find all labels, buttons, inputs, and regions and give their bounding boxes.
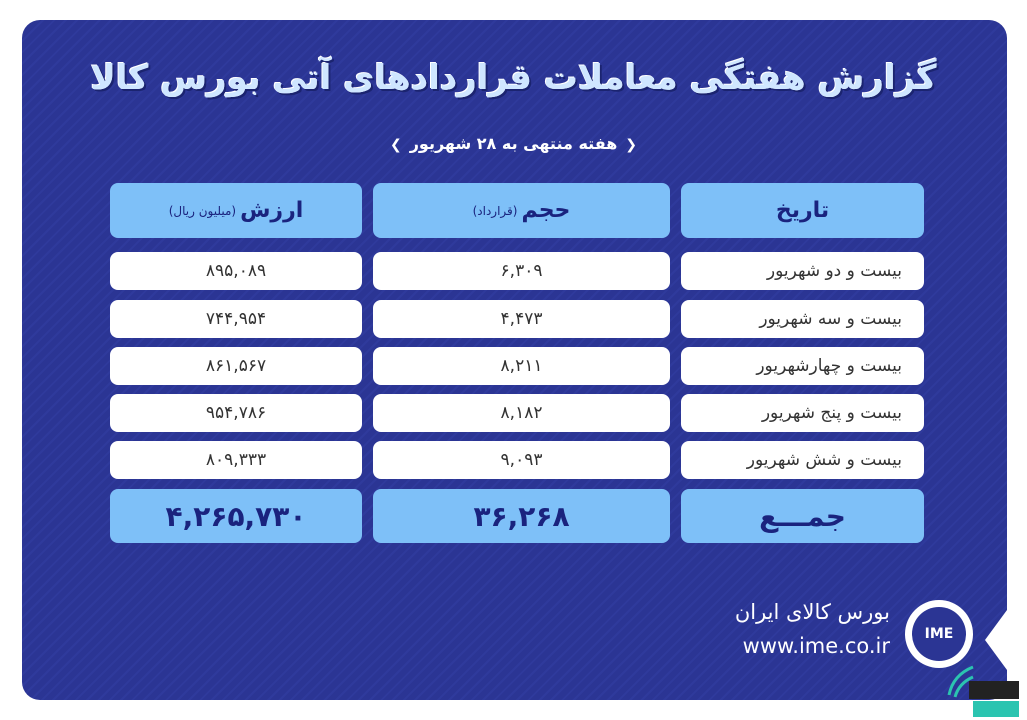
header-volume-unit: (قرارداد) xyxy=(472,203,518,218)
page-title: گزارش هفتگی معاملات قراردادهای آتی بورس … xyxy=(90,58,937,98)
row-volume: ۶,۳۰۹ xyxy=(373,252,670,290)
total-label: جمـــع xyxy=(681,489,924,543)
ime-logo-text: IME xyxy=(912,607,966,661)
row-value: ۸۹۵,۰۸۹ xyxy=(110,252,362,290)
header-date: تاریخ xyxy=(681,183,924,238)
kala-khabar-watermark-logo xyxy=(947,665,1019,717)
row-volume: ۴,۴۷۳ xyxy=(373,300,670,338)
row-date: بیست و شش شهریور xyxy=(681,441,924,479)
org-name: بورس کالای ایران xyxy=(734,600,890,624)
header-value: ارزش (میلیون ریال) xyxy=(110,183,362,238)
row-value: ۸۶۱,۵۶۷ xyxy=(110,347,362,385)
header-volume: حجم (قرارداد) xyxy=(373,183,670,238)
chevron-left-icon: ❮ xyxy=(625,137,638,153)
row-volume: ۹,۰۹۳ xyxy=(373,441,670,479)
total-volume: ۳۶,۲۶۸ xyxy=(373,489,670,543)
row-value: ۸۰۹,۳۳۳ xyxy=(110,441,362,479)
chevron-right-icon: ❯ xyxy=(389,137,402,153)
row-date: بیست و دو شهریور xyxy=(681,252,924,290)
subtitle: ❮ هفته منتهی به ۲۸ شهریور ❯ xyxy=(0,134,1027,153)
header-volume-label: حجم xyxy=(521,198,571,223)
ime-logo: IME xyxy=(905,600,973,668)
subtitle-text: هفته منتهی به ۲۸ شهریور xyxy=(409,134,618,153)
row-value: ۹۵۴,۷۸۶ xyxy=(110,394,362,432)
org-url: www.ime.co.ir xyxy=(742,634,890,658)
row-volume: ۸,۲۱۱ xyxy=(373,347,670,385)
card-notch xyxy=(985,610,1007,670)
row-volume: ۸,۱۸۲ xyxy=(373,394,670,432)
total-value: ۴,۲۶۵,۷۳۰ xyxy=(110,489,362,543)
row-date: بیست و چهارشهریور xyxy=(681,347,924,385)
row-date: بیست و سه شهریور xyxy=(681,300,924,338)
header-date-label: تاریخ xyxy=(775,198,830,223)
row-value: ۷۴۴,۹۵۴ xyxy=(110,300,362,338)
header-value-unit: (میلیون ریال) xyxy=(168,203,237,218)
header-value-label: ارزش xyxy=(240,198,304,223)
row-date: بیست و پنج شهریور xyxy=(681,394,924,432)
